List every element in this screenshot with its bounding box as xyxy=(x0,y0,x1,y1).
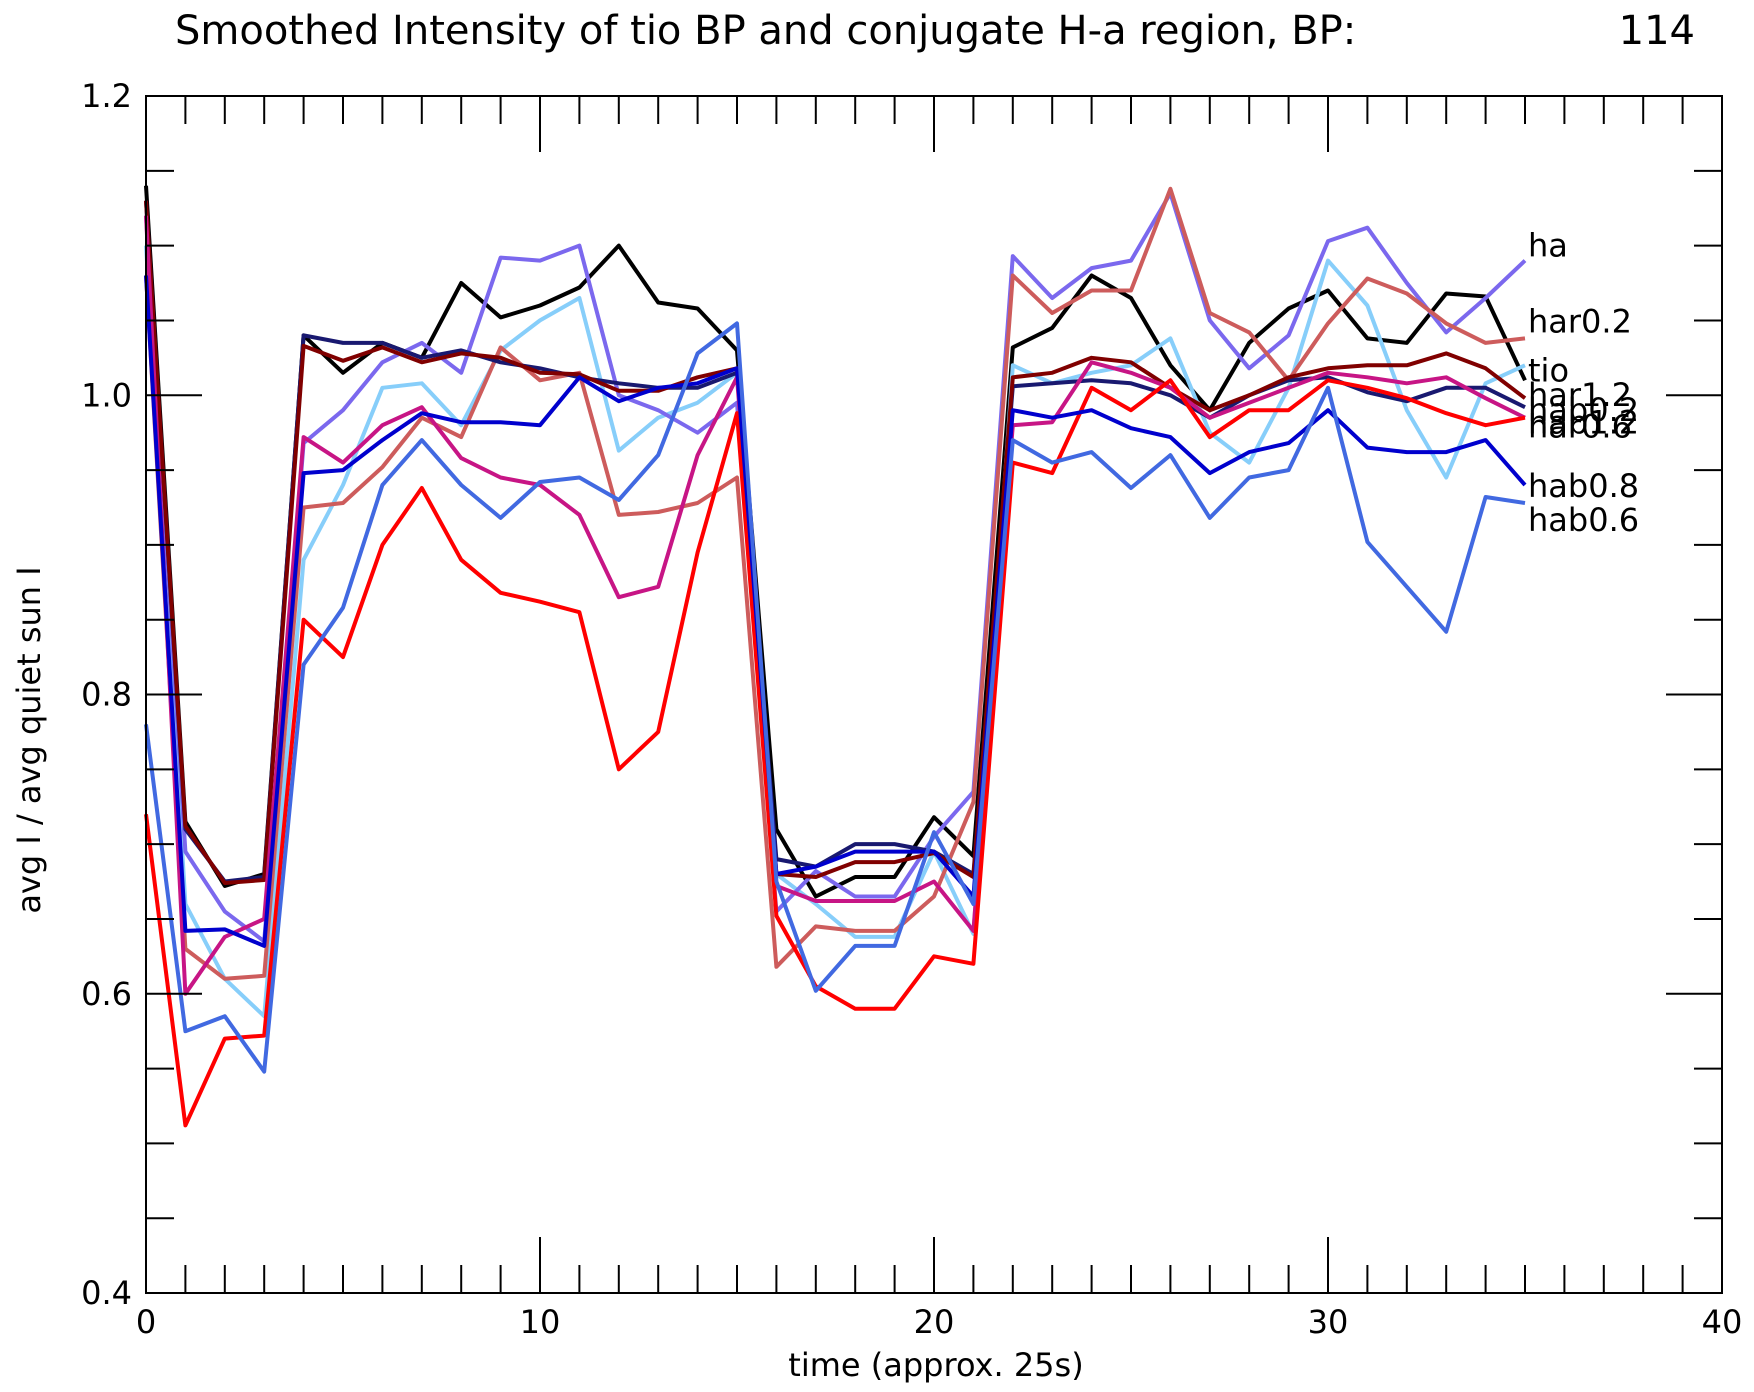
series-label-har0.6: har0.6 xyxy=(1528,408,1632,446)
x-tick-label: 40 xyxy=(1702,1303,1743,1341)
series-label-hab0.8: hab0.8 xyxy=(1528,467,1639,505)
series-label-har0.2: har0.2 xyxy=(1528,302,1632,340)
series-label-hab0.2: hab0.2 xyxy=(1528,391,1639,429)
series-label-hab0.6: hab0.6 xyxy=(1528,501,1639,539)
x-tick-label: 20 xyxy=(914,1303,955,1341)
series-line-ha xyxy=(144,191,1527,944)
series-line-har0.2 xyxy=(144,186,1526,981)
series-line-hab0.6 xyxy=(144,321,1526,1074)
y-tick-label: 0.4 xyxy=(81,1274,132,1312)
x-axis-label: time (approx. 25s) xyxy=(788,1346,1083,1384)
series-layer xyxy=(144,185,1527,1128)
y-tick-label: 0.6 xyxy=(81,975,132,1013)
series-label-har1.2: har1.2 xyxy=(1528,376,1632,414)
plot-frame xyxy=(145,95,1723,1294)
series-line-hab0.2 xyxy=(144,200,1526,884)
y-axis-label: avg I / avg quiet sun I xyxy=(10,566,48,913)
series-line-har0.6 xyxy=(144,378,1526,1128)
series-line-har1.2 xyxy=(144,200,1527,885)
x-tick-label: 0 xyxy=(136,1303,156,1341)
x-tick-label: 30 xyxy=(1308,1303,1349,1341)
x-tick-label: 10 xyxy=(520,1303,561,1341)
y-tick-label: 1.0 xyxy=(81,376,132,414)
y-tick-label: 1.2 xyxy=(81,77,132,115)
chart-title-value: 114 xyxy=(1619,8,1695,54)
chart-title: Smoothed Intensity of tio BP and conjuga… xyxy=(175,8,1356,54)
y-tick-label: 0.8 xyxy=(81,676,132,714)
labels-layer: 0 10 20 30 40 0.4 0.6 0.8 1.0 1.2 tio ha har0.2 hab0.… xyxy=(81,77,1742,1341)
series-label-tio: tio xyxy=(1528,351,1569,389)
series-line-tio xyxy=(144,245,1526,1019)
series-label-hab1.2: hab1.2 xyxy=(1528,404,1639,442)
axes-layer xyxy=(145,95,1723,1294)
series-label-ha: ha xyxy=(1528,227,1568,265)
series-line-hab1.2 xyxy=(144,215,1526,996)
series-line-hab0.8 xyxy=(144,275,1527,948)
